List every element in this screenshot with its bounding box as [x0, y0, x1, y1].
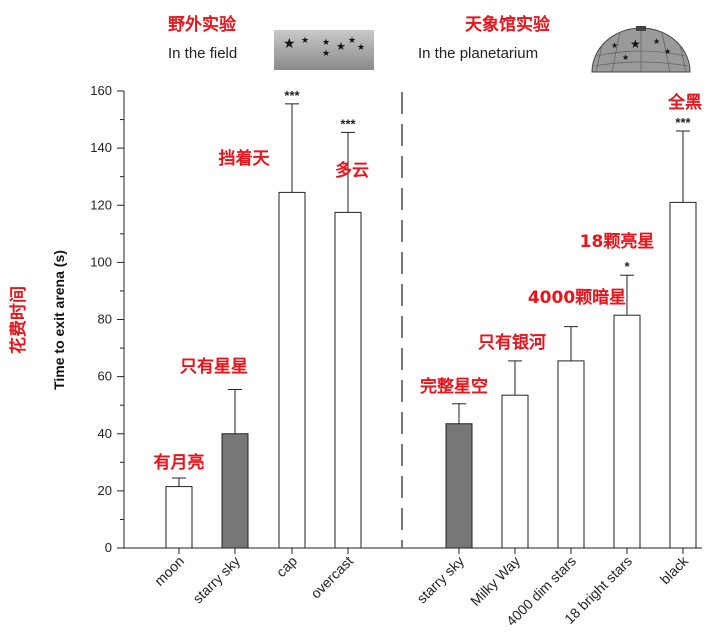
significance-label: ***: [340, 116, 356, 131]
y-tick-label: 100: [90, 254, 112, 269]
x-tick-label: black: [657, 552, 692, 587]
svg-text:★: ★: [630, 37, 641, 51]
y-tick-label: 140: [90, 140, 112, 155]
y-axis-note-cn: 花费时间: [8, 286, 29, 354]
y-tick-label: 0: [105, 540, 112, 555]
bar: [278, 191, 306, 549]
bars: **********: [165, 88, 697, 554]
y-tick-label: 80: [98, 312, 112, 327]
svg-text:★: ★: [622, 53, 629, 62]
cn-annotation: 只有星星: [180, 356, 248, 377]
cn-annotation: 多云: [335, 160, 369, 181]
svg-text:★: ★: [322, 49, 330, 59]
svg-text:★: ★: [357, 43, 365, 53]
y-tick-label: 40: [98, 426, 112, 441]
x-tick-label: cap: [273, 553, 300, 580]
bar: [501, 394, 529, 549]
y-tick-label: 20: [98, 483, 112, 498]
planetarium-title-en: In the planetarium: [418, 45, 538, 62]
svg-text:★: ★: [611, 41, 618, 50]
bar: [445, 423, 473, 549]
bar: [334, 211, 362, 549]
y-tick-label: 120: [90, 197, 112, 212]
svg-text:★: ★: [664, 47, 671, 56]
cn-annotation: 只有银河: [478, 332, 546, 353]
cn-annotation: 有月亮: [154, 452, 205, 473]
bar: [669, 201, 697, 549]
x-tick-labels: moon starry sky cap overcast starry sky Milky…: [151, 552, 692, 629]
field-sky-icon: ★ ★ ★ ★ ★ ★ ★: [274, 30, 374, 70]
bar: [557, 360, 585, 549]
planetarium-dome-icon: ★ ★ ★ ★ ★: [591, 26, 691, 73]
svg-text:★: ★: [301, 36, 309, 46]
field-title-cn: 野外实验: [168, 14, 237, 35]
x-tick-label: moon: [151, 553, 187, 589]
planetarium-title-cn: 天象馆实验: [465, 14, 551, 35]
significance-label: ***: [675, 115, 691, 130]
svg-text:★: ★: [653, 37, 660, 46]
cn-annotation: 全黑: [667, 92, 702, 113]
cn-annotation: 完整星空: [420, 376, 488, 397]
x-tick-label: starry sky: [189, 553, 243, 607]
y-axis-label: Time to exit arena (s): [51, 250, 67, 390]
bar: [613, 314, 641, 549]
x-tick-label: Milky Way: [467, 553, 523, 609]
svg-text:★: ★: [336, 40, 346, 53]
svg-text:★: ★: [322, 38, 330, 48]
cn-annotation: 4000颗暗星: [528, 287, 626, 308]
y-tick-label: 60: [98, 369, 112, 384]
x-tick-label: overcast: [307, 553, 356, 602]
x-tick-label: starry sky: [413, 553, 467, 607]
field-title-en: In the field: [168, 45, 237, 62]
svg-text:★: ★: [348, 36, 356, 46]
y-ticks: 0 20 40 60 80 100 120 140 160: [90, 83, 124, 555]
significance-label: *: [624, 259, 630, 274]
bar: [165, 486, 193, 549]
cn-annotation: 挡着天: [219, 148, 271, 169]
cn-annotation: 18颗亮星: [580, 231, 655, 252]
y-tick-label: 160: [90, 83, 112, 98]
svg-text:★: ★: [283, 36, 296, 52]
significance-label: ***: [284, 88, 300, 103]
bar: [221, 433, 249, 549]
